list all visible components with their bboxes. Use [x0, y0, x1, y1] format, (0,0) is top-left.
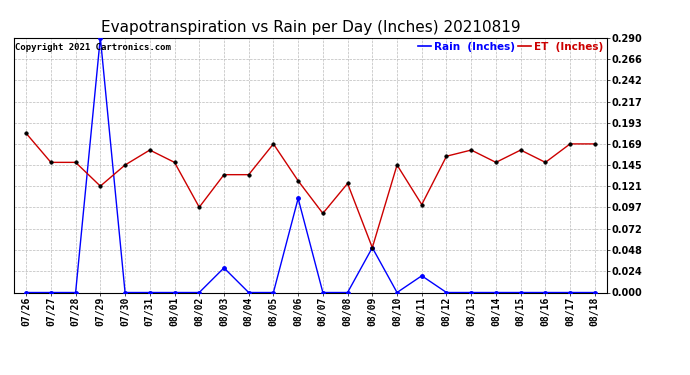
Legend: Rain  (Inches), ET  (Inches): Rain (Inches), ET (Inches) [414, 38, 607, 56]
Title: Evapotranspiration vs Rain per Day (Inches) 20210819: Evapotranspiration vs Rain per Day (Inch… [101, 20, 520, 35]
Text: Copyright 2021 Cartronics.com: Copyright 2021 Cartronics.com [15, 43, 171, 52]
